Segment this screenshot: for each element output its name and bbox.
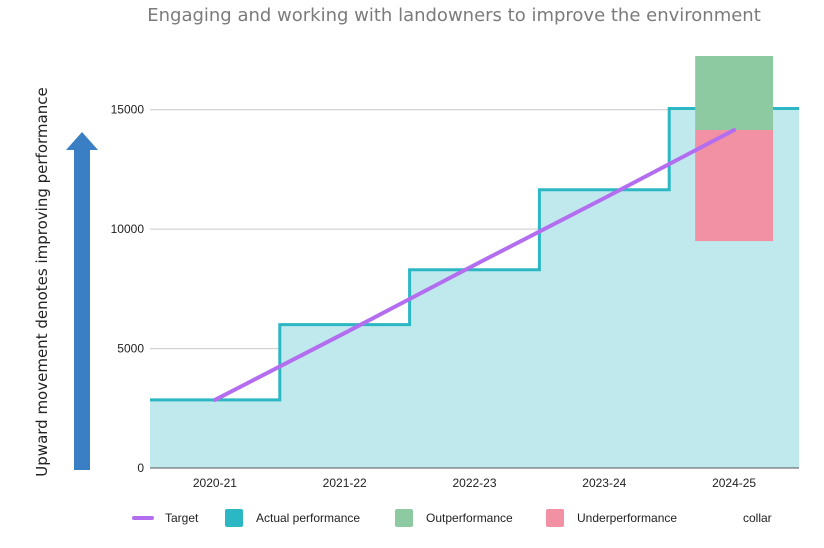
- outperformance-bar: [695, 55, 774, 131]
- legend-label: collar: [743, 511, 772, 525]
- y-tick-label: 15000: [111, 103, 145, 117]
- underperformance-bar: [695, 130, 774, 242]
- target-line: [212, 128, 737, 402]
- y-axis-label: Upward movement denotes improving perfor…: [33, 87, 51, 476]
- x-tick-label: 2021-22: [323, 476, 367, 490]
- legend-label: Target: [165, 511, 199, 525]
- legend-label: Actual performance: [256, 511, 360, 525]
- legend-item-target: Target: [132, 511, 199, 525]
- x-tick-label: 2020-21: [193, 476, 237, 490]
- legend-swatch: [225, 509, 243, 527]
- actual-performance-area: [150, 108, 799, 469]
- chart-title: Engaging and working with landowners to …: [147, 5, 761, 26]
- upward-arrow-icon: [66, 132, 98, 470]
- actual-performance-line: [150, 107, 799, 402]
- x-tick-label: 2022-23: [452, 476, 496, 490]
- legend-swatch: [395, 509, 413, 527]
- legend-swatch: [546, 509, 564, 527]
- legend-item-outperformance: Outperformance: [395, 509, 513, 527]
- y-tick-label: 10000: [111, 222, 145, 236]
- legend-item-underperformance: Underperformance: [546, 509, 677, 527]
- y-tick-label: 0: [137, 461, 144, 475]
- x-tick-label: 2023-24: [582, 476, 626, 490]
- legend: Target Actual performance Outperformance Un…: [132, 509, 772, 527]
- x-tick-label: 2024-25: [712, 476, 756, 490]
- legend-label: Underperformance: [577, 511, 677, 525]
- legend-label: Outperformance: [426, 511, 513, 525]
- plot-area: 0 5000 10000 15000 2020-21 2021-22 2022-23 2023…: [111, 55, 799, 490]
- legend-item-actual-performance: Actual performance: [225, 509, 360, 527]
- y-tick-label: 5000: [117, 342, 144, 356]
- legend-item-collar: collar: [743, 511, 772, 525]
